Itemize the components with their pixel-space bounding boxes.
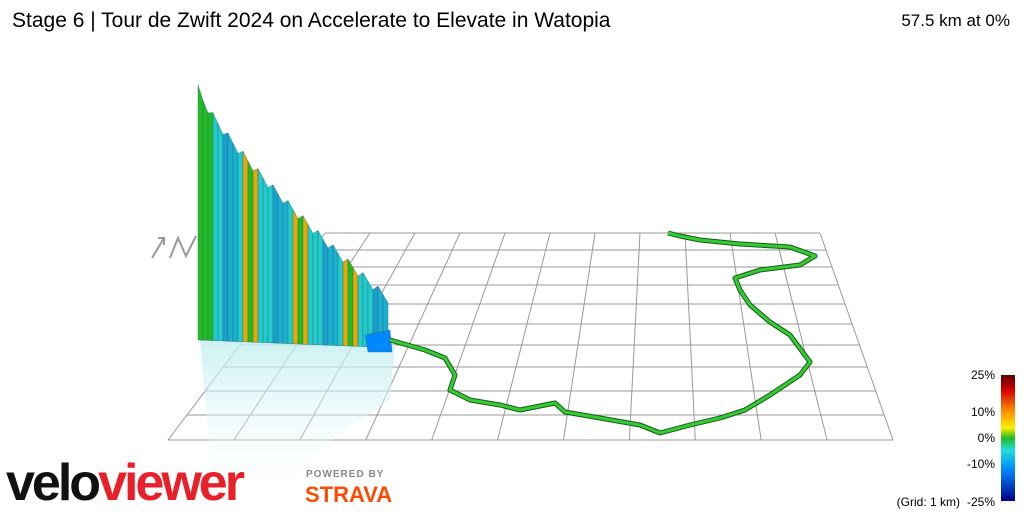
scale-label: 0%	[978, 431, 996, 445]
wall-strip	[342, 258, 349, 347]
wall-strip	[302, 214, 309, 345]
wall-strip	[212, 112, 219, 342]
grid-line	[628, 232, 641, 441]
powered-by: POWERED BY	[306, 469, 384, 480]
wall-strip	[357, 272, 364, 347]
wall-strip	[247, 161, 254, 343]
grid-note: (Grid: 1 km)	[897, 495, 960, 509]
wall-strip	[312, 230, 319, 346]
wall-strip	[197, 84, 204, 341]
wall-strip	[202, 100, 209, 341]
logo[interactable]: veloviewer	[6, 454, 248, 512]
wall-strip	[352, 266, 359, 347]
wall-strip	[257, 168, 264, 343]
grid-line	[431, 232, 506, 441]
elevation-wall	[197, 84, 393, 353]
wall-strip	[267, 184, 274, 344]
wall-strip	[227, 132, 234, 342]
grid-line	[684, 232, 696, 441]
scale-label: 25%	[971, 368, 995, 382]
wall-strip	[307, 223, 314, 345]
wall-strip	[287, 200, 294, 345]
wall-strip	[292, 209, 299, 345]
wall-strip	[337, 252, 344, 347]
wall-strip	[347, 258, 354, 347]
title: Stage 6 | Tour de Zwift 2024 on Accelera…	[12, 9, 611, 32]
wall-strip	[207, 112, 214, 341]
wall-strip	[297, 215, 304, 345]
scale-label: -10%	[967, 457, 995, 471]
wall-strip	[262, 177, 269, 344]
grid-line	[819, 232, 894, 441]
strava-logo[interactable]: STRAVA	[305, 482, 392, 507]
wall-strip	[242, 151, 249, 343]
wall-strip	[364, 329, 393, 353]
color-scale	[1001, 375, 1015, 501]
wall-reflection	[200, 340, 395, 512]
wall-strip	[217, 123, 224, 342]
view-toggle-icon[interactable]	[151, 235, 197, 259]
wall-strip	[322, 238, 329, 346]
wall-strip	[272, 184, 279, 344]
wall-strip	[252, 168, 259, 343]
wall-strip	[317, 229, 324, 346]
wall-strip	[327, 244, 334, 346]
logo-velo: velo	[6, 454, 99, 512]
logo-viewer: viewer	[98, 454, 245, 512]
route-outline	[389, 230, 818, 436]
grid-line	[562, 232, 596, 441]
route	[389, 231, 817, 435]
wall-strip	[282, 200, 289, 344]
wall-strip	[237, 151, 244, 343]
scale-label: -25%	[967, 495, 995, 509]
scale-label: 10%	[971, 405, 995, 419]
wall-strip	[232, 143, 239, 342]
wall-strip	[332, 244, 339, 346]
status: 57.5 km at 0%	[901, 11, 1010, 30]
wall-strip	[222, 132, 229, 342]
wall-strip	[277, 194, 284, 344]
